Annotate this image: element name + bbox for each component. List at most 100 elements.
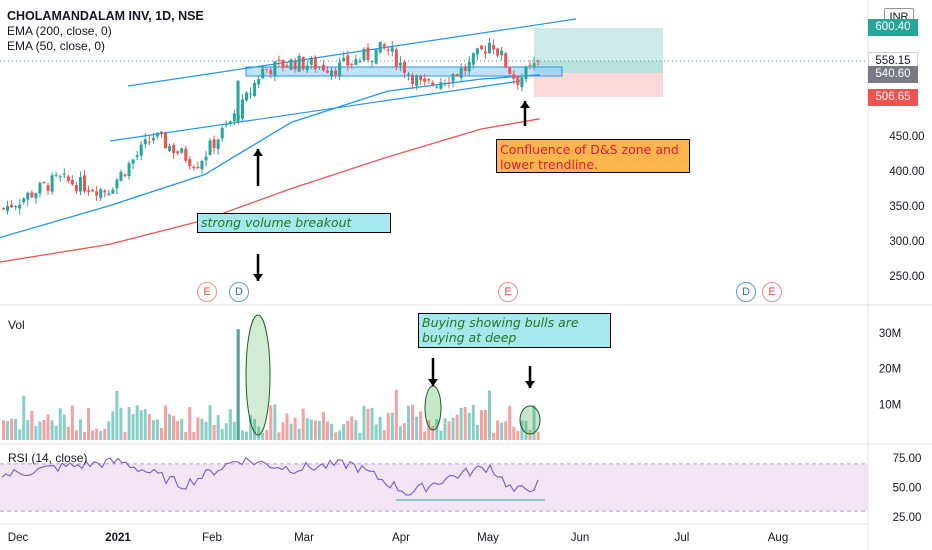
candle-body (62, 173, 66, 175)
volume-bar (99, 431, 103, 440)
candle-body (87, 190, 91, 192)
volume-bar (317, 420, 321, 440)
volume-bar (208, 405, 212, 440)
confluence-callout[interactable]: Confluence of D&S zone and lower trendli… (496, 139, 690, 173)
volume-bar (257, 426, 261, 440)
volume-bar (427, 420, 431, 440)
volume-bar (346, 421, 350, 440)
candle-body (342, 57, 346, 61)
volume-bar (127, 406, 131, 440)
volume-bar (14, 418, 18, 440)
candle-body (168, 146, 172, 151)
volume-bar (443, 418, 447, 440)
candle-body (289, 59, 293, 70)
volume-bar (479, 410, 483, 440)
candle-body (18, 204, 22, 209)
volume-bar (492, 432, 496, 440)
candle-body (439, 82, 443, 89)
volume-bar (74, 430, 78, 440)
ema200-legend[interactable]: EMA (200, close, 0) (7, 24, 112, 38)
candle-body (455, 74, 459, 77)
confluence-up-arrow-head (520, 101, 530, 108)
volume-bar (532, 405, 536, 440)
candle-body (419, 76, 423, 80)
volume-bar (143, 409, 147, 440)
volume-series (2, 314, 541, 440)
volume-bar (370, 408, 374, 440)
volume-bar (411, 404, 415, 440)
candle-body (99, 189, 103, 199)
volume-bar (504, 421, 508, 440)
volume-bar (342, 424, 346, 440)
candle-body (293, 61, 297, 70)
price-tick-label: 300.00 (889, 236, 924, 248)
volume-bar (431, 425, 435, 440)
candle-body (427, 78, 431, 81)
rsi-pane (0, 456, 868, 512)
candle-body (402, 61, 406, 73)
volume-bar (46, 414, 50, 440)
volume-bar (496, 420, 500, 440)
volume-bar (285, 413, 289, 440)
volume-bar (176, 420, 180, 440)
candle-body (407, 73, 410, 75)
candle-body (330, 70, 334, 76)
candle-body (471, 53, 475, 65)
candle-body (176, 151, 180, 154)
breakout-up-arrow-head (253, 149, 263, 156)
candle-body (30, 192, 34, 198)
volume-bar (159, 428, 163, 440)
volume-bar (269, 405, 273, 440)
candle-body (196, 166, 200, 169)
volume-bar (423, 431, 427, 440)
dividend-event-icon[interactable]: D (736, 282, 756, 302)
rsi-tick-label: 25.00 (893, 512, 922, 524)
dividend-event-icon[interactable]: D (229, 282, 249, 302)
time-tick-label: Dec (8, 532, 29, 544)
volume-bar (386, 413, 390, 440)
buying-callout[interactable]: Buying showing bulls are buying at deep (418, 313, 611, 348)
ema50-legend[interactable]: EMA (50, close, 0) (7, 39, 106, 53)
earnings-event-icon[interactable]: E (197, 282, 217, 302)
volume-bar (301, 408, 305, 440)
volume-bar (131, 413, 135, 440)
candle-body (463, 67, 467, 71)
candle-body (184, 148, 188, 161)
candle-body (411, 74, 415, 85)
price-tag-entry: 540.60 (868, 66, 918, 83)
breakout-callout[interactable]: strong volume breakout (197, 213, 391, 233)
dip-volume-highlight (519, 405, 541, 435)
volume-bar (390, 412, 394, 440)
volume-bar (305, 418, 309, 440)
volume-bar (245, 431, 248, 440)
candle-body (66, 176, 70, 182)
earnings-event-icon[interactable]: E (762, 282, 782, 302)
volume-bar (261, 432, 265, 440)
volume-bar (451, 417, 455, 440)
volume-bar (350, 416, 354, 440)
rsi-tick-label: 50.00 (893, 483, 922, 495)
symbol-title[interactable]: CHOLAMANDALAM INV, 1D, NSE (7, 9, 204, 23)
earnings-event-icon[interactable]: E (498, 282, 518, 302)
volume-bar (249, 415, 253, 440)
candle-body (95, 191, 99, 196)
time-tick-label: Aug (768, 532, 788, 544)
volume-bar (83, 432, 86, 440)
volume-bar (500, 422, 504, 440)
candle-body (524, 66, 528, 80)
time-tick-label: 2021 (105, 532, 131, 544)
volume-bar (407, 405, 410, 440)
price-tick-label: 250.00 (889, 271, 924, 283)
candle-body (78, 177, 82, 192)
volume-tick-label: 10M (879, 399, 901, 411)
candle-body (516, 76, 520, 85)
candle-body (297, 55, 301, 72)
candle-body (386, 49, 390, 51)
candle-body (378, 41, 382, 53)
volume-bar (508, 405, 512, 440)
time-tick-label: Mar (294, 532, 314, 544)
candle-body (257, 79, 261, 85)
volume-bar (103, 428, 107, 440)
